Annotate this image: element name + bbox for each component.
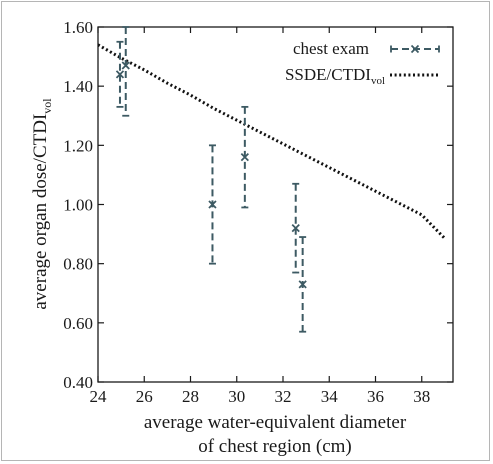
legend-marker-chest-exam xyxy=(390,44,440,54)
x-tick-label: 28 xyxy=(182,387,199,406)
data-point-marker xyxy=(208,200,217,209)
ssde-curve xyxy=(98,43,446,240)
series-layer xyxy=(98,26,446,333)
y-tick-label: 0.80 xyxy=(63,255,93,274)
y-tick-label: 1.40 xyxy=(63,77,93,96)
data-point-marker xyxy=(240,153,249,162)
x-axis-label-line2: of chest region (cm) xyxy=(198,436,352,457)
y-tick-label: 1.00 xyxy=(63,196,93,215)
x-tick-label: 30 xyxy=(228,387,245,406)
legend-x-marker xyxy=(410,44,420,54)
legend: chest exam SSDE/CTDIvol xyxy=(285,39,440,87)
x-tick-label: 36 xyxy=(367,387,384,406)
y-tick-label: 1.20 xyxy=(63,136,93,155)
x-tick-label: 26 xyxy=(136,387,153,406)
data-point-marker xyxy=(115,70,125,79)
y-tick-label: 0.60 xyxy=(63,314,93,333)
x-tick-label: 24 xyxy=(90,387,108,406)
y-axis-label: average organ dose/CTDIvol xyxy=(30,98,54,310)
y-tick-label: 1.60 xyxy=(63,18,93,37)
legend-label-chest-exam: chest exam xyxy=(293,39,369,58)
data-point-marker xyxy=(121,61,130,70)
legend-label-ssde: SSDE/CTDIvol xyxy=(285,65,385,87)
x-tick-label: 32 xyxy=(275,387,292,406)
x-axis-label-line1: average water-equivalent diameter xyxy=(144,412,407,433)
data-point-marker xyxy=(298,280,307,289)
y-axis-ticks: 0.40 0.60 0.80 1.00 1.20 1.40 1.60 xyxy=(63,18,453,392)
x-axis-ticks: 24 26 28 30 32 34 36 38 xyxy=(90,27,430,406)
y-tick-label: 0.40 xyxy=(63,373,93,392)
data-point-marker xyxy=(291,224,300,233)
x-tick-label: 34 xyxy=(321,387,339,406)
x-tick-label: 38 xyxy=(413,387,430,406)
